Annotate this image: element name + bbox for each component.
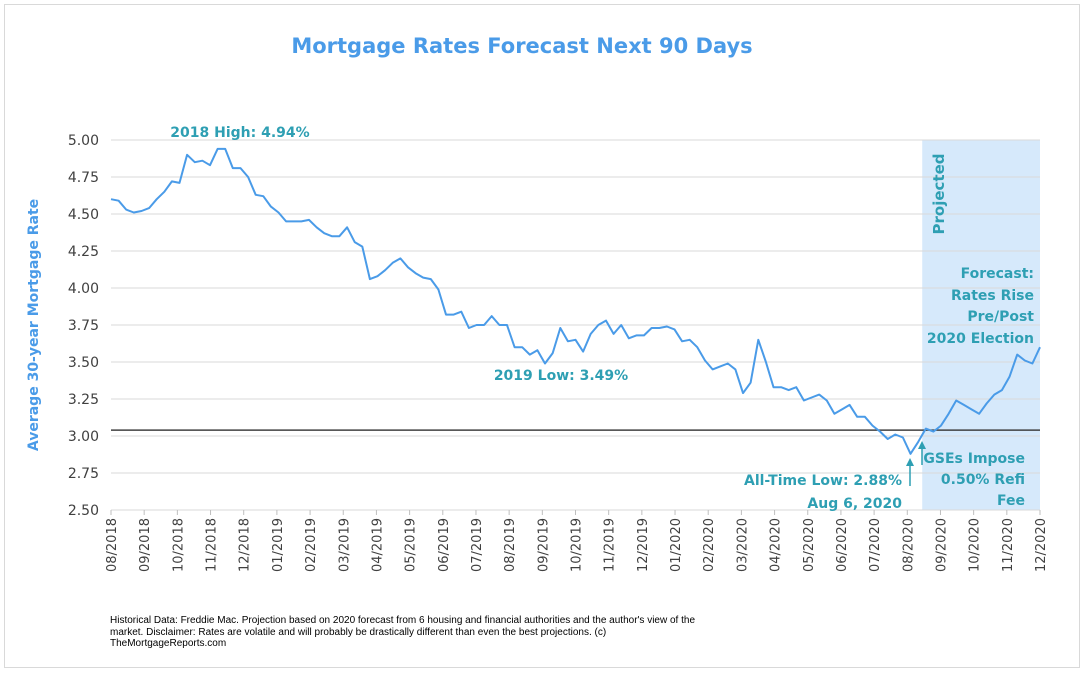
x-tick-label: 11/2020 [1001,518,1016,572]
y-tick-label: 3.50 [68,355,99,371]
arrow-gse-fee [918,441,926,465]
y-tick-label: 4.00 [68,281,99,297]
footnote: Historical Data: Freddie Mac. Projection… [110,615,696,649]
y-tick-label: 5.00 [68,133,99,149]
x-tick-label: 08/2020 [901,518,916,572]
gridlines [111,139,1040,511]
x-tick-label: 10/2020 [968,518,983,572]
projected-label: Projected [930,154,948,235]
annotation-alltime-low-date: Aug 6, 2020 [807,496,902,512]
y-axis-ticks: 5.00 4.75 4.50 4.25 4.00 3.75 3.50 3.25 3.00 2.75… [68,133,99,519]
annotation-alltime-low: All-Time Low: 2.88% [744,473,902,489]
annotation-forecast-4: 2020 Election [927,331,1034,347]
x-tick-label: 03/2019 [337,518,352,572]
y-tick-label: 3.25 [68,392,99,408]
x-tick-label: 07/2020 [868,518,883,572]
x-tick-label: 09/2019 [536,518,551,572]
series-line-mortgage-rate [110,147,1041,455]
x-tick-label: 05/2020 [802,518,817,572]
annotation-2018-high: 2018 High: 4.94% [170,125,309,141]
y-tick-label: 4.25 [68,244,99,260]
y-tick-label: 3.00 [68,429,99,445]
x-tick-label: 11/2018 [205,518,220,572]
y-tick-label: 2.50 [68,503,99,519]
x-tick-label: 10/2019 [570,518,585,572]
x-tick-label: 06/2019 [437,518,452,572]
x-tick-label: 12/2020 [1034,518,1049,572]
x-tick-label: 09/2020 [934,518,949,572]
x-tick-label: 10/2018 [171,518,186,572]
x-tick-label: 11/2019 [603,518,618,572]
x-tick-label: 04/2020 [769,518,784,572]
x-tick-label: 08/2019 [503,518,518,572]
x-tick-label: 06/2020 [835,518,850,572]
y-axis-label: Average 30-year Mortgage Rate [26,199,42,451]
x-axis-ticks: 08/2018 09/2018 10/2018 11/2018 12/2018 01/20… [105,509,1049,572]
annotation-forecast-2: Rates Rise [951,288,1034,304]
annotation-gse-1: GSEs Impose [923,451,1025,467]
annotation-2019-low: 2019 Low: 3.49% [494,368,628,384]
y-tick-label: 2.75 [68,466,99,482]
chart-frame [4,4,1080,668]
x-tick-label: 03/2020 [735,518,750,572]
annotation-forecast-3: Pre/Post [967,309,1034,325]
annotation-gse-3: Fee [997,493,1025,509]
chart-title: Mortgage Rates Forecast Next 90 Days [291,34,752,58]
y-tick-label: 4.75 [68,170,99,186]
annotation-gse-2: 0.50% Refi [941,472,1025,488]
x-tick-label: 12/2018 [238,518,253,572]
x-tick-label: 08/2018 [105,518,120,572]
x-tick-label: 07/2019 [470,518,485,572]
x-tick-label: 09/2018 [138,518,153,572]
y-tick-label: 3.75 [68,318,99,334]
annotation-forecast-1: Forecast: [961,266,1034,282]
x-tick-label: 01/2019 [271,518,286,572]
x-tick-label: 02/2019 [304,518,319,572]
x-tick-label: 02/2020 [702,518,717,572]
arrow-alltime-low [906,458,914,486]
x-tick-label: 01/2020 [669,518,684,572]
y-tick-label: 4.50 [68,207,99,223]
x-tick-label: 04/2019 [370,518,385,572]
x-tick-label: 12/2019 [636,518,651,572]
x-tick-label: 05/2019 [404,518,419,572]
